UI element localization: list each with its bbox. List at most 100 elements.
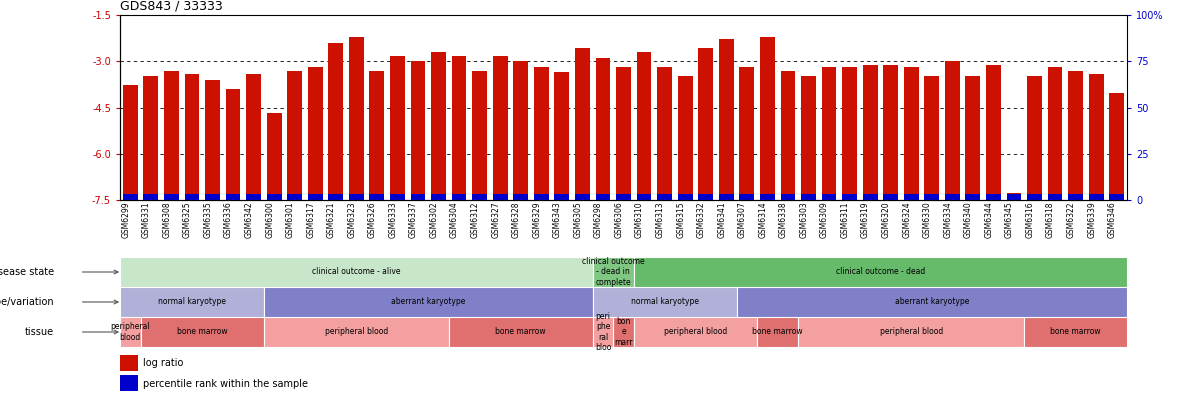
Text: GSM6318: GSM6318 <box>1046 201 1055 238</box>
Text: GSM6327: GSM6327 <box>492 201 500 238</box>
Text: tissue: tissue <box>25 327 54 337</box>
Text: normal karyotype: normal karyotype <box>631 297 699 307</box>
Bar <box>185 194 199 200</box>
Text: GSM6315: GSM6315 <box>676 201 685 238</box>
Text: GSM6330: GSM6330 <box>923 201 931 238</box>
Text: GSM6320: GSM6320 <box>882 201 890 238</box>
Bar <box>390 194 404 200</box>
Bar <box>288 194 302 200</box>
Bar <box>164 194 179 200</box>
Bar <box>329 43 343 200</box>
Text: GSM6340: GSM6340 <box>964 201 973 238</box>
Bar <box>246 194 261 200</box>
Bar <box>904 67 918 200</box>
Bar <box>780 70 796 200</box>
Bar <box>225 194 241 200</box>
Text: GSM6311: GSM6311 <box>841 201 850 238</box>
Bar <box>842 67 857 200</box>
Text: log ratio: log ratio <box>143 358 184 368</box>
Text: GSM6342: GSM6342 <box>244 201 253 238</box>
Bar <box>575 194 590 200</box>
Bar <box>513 194 528 200</box>
Bar <box>1109 93 1124 200</box>
Text: GSM6324: GSM6324 <box>902 201 911 238</box>
Text: bone marrow: bone marrow <box>1050 327 1101 337</box>
Bar <box>349 194 364 200</box>
Bar <box>1007 194 1021 200</box>
Text: GSM6339: GSM6339 <box>1087 201 1096 238</box>
Text: GSM6345: GSM6345 <box>1005 201 1014 238</box>
Bar <box>144 76 158 200</box>
Text: GSM6337: GSM6337 <box>409 201 419 238</box>
Bar <box>1007 192 1021 200</box>
Text: GSM6332: GSM6332 <box>697 201 706 238</box>
Text: GSM6336: GSM6336 <box>224 201 233 238</box>
Bar <box>205 194 219 200</box>
Bar <box>678 76 692 200</box>
Bar <box>798 317 1025 347</box>
Bar <box>595 57 611 200</box>
Text: GSM6317: GSM6317 <box>307 201 315 238</box>
Bar <box>1068 70 1084 200</box>
Bar <box>329 194 343 200</box>
Text: GSM6303: GSM6303 <box>799 201 809 238</box>
Bar <box>617 67 631 200</box>
Text: GSM6323: GSM6323 <box>348 201 356 238</box>
Text: GSM6338: GSM6338 <box>779 201 788 238</box>
Text: GSM6319: GSM6319 <box>861 201 870 238</box>
Text: GSM6306: GSM6306 <box>614 201 624 238</box>
Text: GSM6312: GSM6312 <box>470 201 480 238</box>
Text: GSM6309: GSM6309 <box>821 201 829 238</box>
Bar <box>737 287 1127 317</box>
Bar <box>822 67 836 200</box>
Bar <box>185 74 199 200</box>
Text: normal karyotype: normal karyotype <box>158 297 226 307</box>
Bar <box>634 317 757 347</box>
Bar <box>493 56 508 200</box>
Text: peri
phe
ral
bloo: peri phe ral bloo <box>594 312 611 352</box>
Bar <box>1025 317 1127 347</box>
Bar <box>123 85 138 200</box>
Text: GSM6299: GSM6299 <box>121 201 130 238</box>
Text: bone marrow: bone marrow <box>752 327 803 337</box>
Bar <box>986 194 1001 200</box>
Text: GSM6298: GSM6298 <box>594 201 602 238</box>
Bar <box>432 194 446 200</box>
Text: peripheral blood: peripheral blood <box>324 327 388 337</box>
Bar <box>801 76 816 200</box>
Bar <box>966 194 980 200</box>
Bar <box>1068 194 1084 200</box>
Bar <box>410 61 426 200</box>
Text: GSM6304: GSM6304 <box>450 201 459 238</box>
Bar <box>634 257 1127 287</box>
Bar <box>924 76 940 200</box>
Bar <box>369 194 384 200</box>
Text: percentile rank within the sample: percentile rank within the sample <box>143 379 308 388</box>
Text: GSM6302: GSM6302 <box>429 201 439 238</box>
Text: GSM6346: GSM6346 <box>1108 201 1117 238</box>
Bar <box>863 65 877 200</box>
Bar <box>595 194 611 200</box>
Text: GSM6341: GSM6341 <box>717 201 726 238</box>
Bar <box>617 194 631 200</box>
Text: GSM6305: GSM6305 <box>573 201 582 238</box>
Bar <box>657 67 672 200</box>
Bar <box>698 48 713 200</box>
Bar <box>120 375 138 391</box>
Bar <box>739 194 755 200</box>
Bar <box>904 194 918 200</box>
Bar <box>944 61 960 200</box>
Text: GSM6310: GSM6310 <box>635 201 644 238</box>
Bar <box>780 194 796 200</box>
Bar <box>1048 67 1062 200</box>
Bar <box>1088 74 1104 200</box>
Bar <box>369 70 384 200</box>
Text: GSM6326: GSM6326 <box>368 201 377 238</box>
Bar <box>264 287 593 317</box>
Bar <box>120 317 140 347</box>
Bar <box>410 194 426 200</box>
Bar <box>966 76 980 200</box>
Text: GSM6308: GSM6308 <box>163 201 171 238</box>
Text: bone marrow: bone marrow <box>177 327 228 337</box>
Text: GSM6300: GSM6300 <box>265 201 275 238</box>
